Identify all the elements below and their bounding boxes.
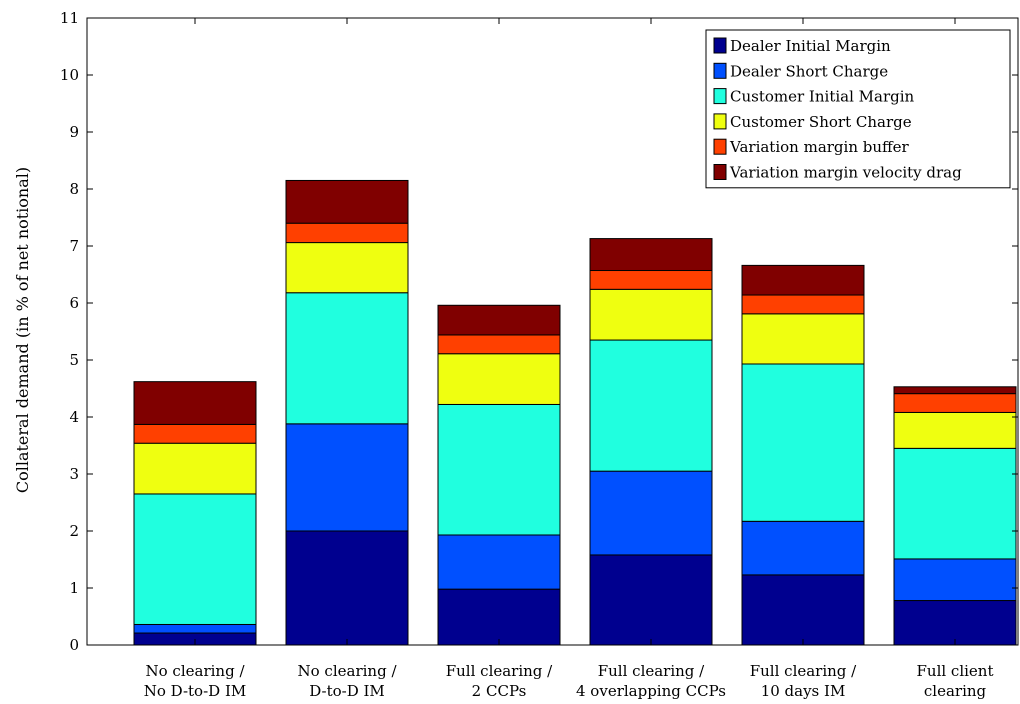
bar-segment-1-category-4: [589, 554, 713, 646]
y-tick-label-7: 7: [69, 237, 79, 255]
bar-segment-2-category-1: [133, 623, 257, 634]
plot-frame: [86, 17, 1019, 646]
bar-segment-5-category-5: [741, 294, 865, 315]
x-tick-label-1-line-1: No clearing /: [146, 662, 246, 680]
bar-segment-5-category-3: [437, 334, 561, 355]
legend-swatch-6: [713, 164, 727, 180]
y-tick-label-10: 10: [60, 66, 79, 84]
x-tick-label-2-line-2: D-to-D IM: [309, 682, 385, 700]
bar-segment-5-category-2: [285, 222, 409, 244]
y-tick-label-0: 0: [69, 636, 79, 654]
bar-segment-4-category-3: [437, 353, 561, 405]
y-tick-label-6: 6: [69, 294, 79, 312]
legend-label-5: Variation margin buffer: [729, 138, 910, 156]
bar-segment-2-category-4: [589, 470, 713, 556]
x-tick-label-3-line-1: Full clearing /: [446, 662, 553, 680]
bar-segment-4-category-2: [285, 242, 409, 294]
bar-segment-4-category-5: [741, 313, 865, 365]
axes-layer: No clearing / No D-to-D IM No clearing / D-…: [60, 9, 1019, 700]
bar-segment-5-category-4: [589, 270, 713, 290]
y-tick-label-11: 11: [60, 9, 79, 27]
bar-segment-2-category-5: [741, 520, 865, 576]
bar-segment-1-category-5: [741, 574, 865, 646]
legend-label-1: Dealer Initial Margin: [730, 37, 891, 55]
bar-segment-3-category-1: [133, 493, 257, 625]
x-tick-label-6-line-1: Full client: [917, 662, 994, 680]
bar-segment-1-category-3: [437, 588, 561, 646]
legend-swatch-1: [713, 37, 727, 54]
y-tick-label-3: 3: [69, 465, 79, 483]
bar-segment-2-category-6: [893, 558, 1017, 602]
bar-segment-5-category-1: [133, 423, 257, 444]
bar-segment-4-category-6: [893, 411, 1017, 449]
legend-swatch-2: [713, 62, 727, 79]
legend-box: [705, 29, 1011, 189]
bar-segment-1-category-6: [893, 600, 1017, 646]
bar-segment-6-category-4: [589, 238, 713, 272]
bar-segment-2-category-3: [437, 534, 561, 590]
x-tick-label-3-line-2: 2 CCPs: [472, 682, 527, 700]
bar-segment-5-category-6: [893, 393, 1017, 413]
legend-swatch-5: [713, 138, 727, 155]
y-tick-label-1: 1: [69, 579, 79, 597]
bars-layer: [133, 179, 1017, 646]
bar-segment-6-category-6: [893, 386, 1017, 395]
legend-label-6: Variation margin velocity drag: [729, 164, 962, 182]
legend-swatch-4: [713, 113, 727, 130]
bar-segment-1-category-2: [285, 530, 409, 646]
y-tick-label-2: 2: [69, 522, 79, 540]
legend: Dealer Initial Margin Dealer Short Charge…: [705, 29, 1011, 189]
bar-segment-2-category-2: [285, 423, 409, 532]
bar-segment-6-category-2: [285, 179, 409, 224]
y-axis-title: Collateral demand (in % of net notional): [13, 167, 32, 493]
bar-segment-3-category-2: [285, 292, 409, 425]
x-tick-label-6-line-2: clearing: [924, 682, 987, 700]
bar-segment-6-category-5: [741, 264, 865, 296]
x-tick-label-5-line-1: Full clearing /: [750, 662, 857, 680]
bar-segment-4-category-1: [133, 442, 257, 495]
x-tick-label-2-line-1: No clearing /: [298, 662, 398, 680]
legend-label-2: Dealer Short Charge: [730, 62, 888, 80]
x-tick-label-4-line-1: Full clearing /: [598, 662, 705, 680]
y-tick-label-9: 9: [69, 123, 79, 141]
bar-segment-3-category-3: [437, 403, 561, 536]
legend-label-4: Customer Short Charge: [730, 113, 912, 131]
bar-segment-3-category-5: [741, 363, 865, 522]
x-tick-label-1-line-2: No D-to-D IM: [144, 682, 247, 700]
legend-swatch-3: [713, 88, 727, 105]
x-tick-label-4-line-2: 4 overlapping CCPs: [576, 682, 726, 700]
y-tick-label-4: 4: [69, 408, 79, 426]
bar-segment-3-category-6: [893, 447, 1017, 560]
x-tick-label-5-line-2: 10 days IM: [761, 682, 846, 700]
bar-segment-3-category-4: [589, 339, 713, 472]
bar-segment-4-category-4: [589, 288, 713, 341]
legend-label-3: Customer Initial Margin: [730, 88, 915, 106]
bar-segment-6-category-1: [133, 381, 257, 425]
bar-segment-6-category-3: [437, 304, 561, 336]
y-tick-label-8: 8: [69, 180, 79, 198]
y-tick-label-5: 5: [69, 351, 79, 369]
